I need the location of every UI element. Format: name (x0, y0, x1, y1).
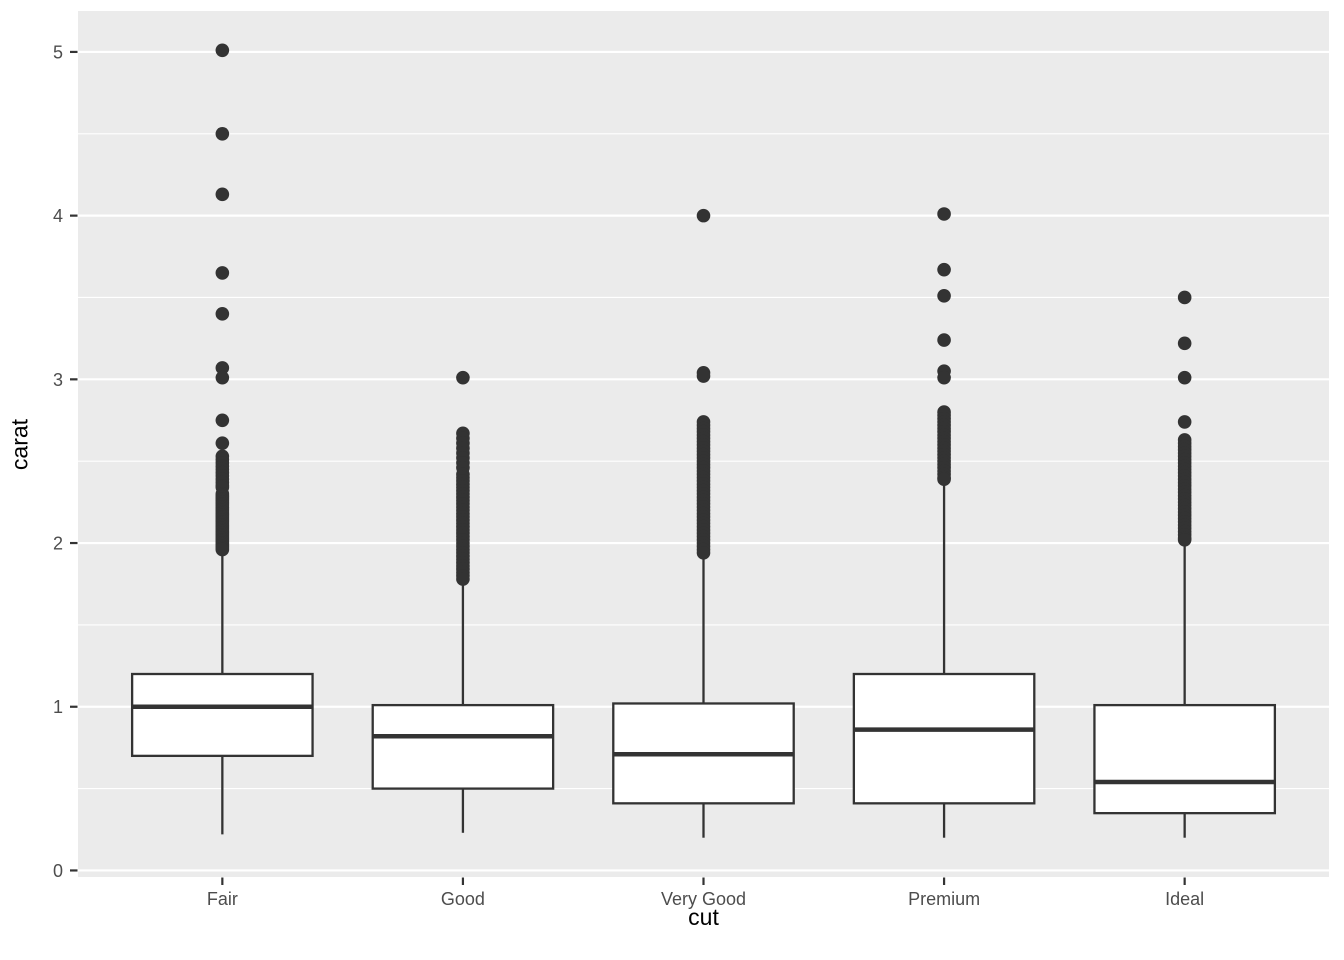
y-tick-label: 5 (53, 42, 63, 62)
outlier-point-ideal (1177, 370, 1192, 385)
outlier-point-premium (937, 262, 951, 277)
outlier-point-fair (215, 187, 230, 202)
box-good (371, 703, 555, 790)
outlier-point-very-good (696, 369, 711, 383)
outlier-point-premium (937, 370, 951, 385)
outlier-point-fair (215, 43, 230, 58)
y-tick-label: 3 (53, 370, 63, 390)
outlier-point-fair (215, 436, 230, 450)
outlier-point-ideal (1177, 532, 1192, 547)
outlier-point-ideal (1177, 415, 1192, 429)
box-ideal (1093, 703, 1277, 815)
outlier-point-fair (215, 413, 230, 428)
x-tick-label-fair: Fair (207, 889, 238, 909)
box-fair (130, 672, 314, 758)
outlier-point-fair (215, 542, 230, 557)
y-tick-label: 4 (53, 206, 63, 226)
box-premium (852, 672, 1036, 805)
x-tick-label-very-good: Very Good (661, 889, 746, 909)
outlier-point-ideal (1177, 290, 1192, 305)
outlier-point-good (456, 370, 470, 385)
y-tick-label: 0 (53, 861, 63, 881)
outlier-point-very-good (696, 546, 711, 560)
y-tick-label: 1 (53, 697, 63, 717)
outlier-point-fair (215, 266, 230, 280)
outlier-point-fair (215, 307, 230, 321)
outlier-point-premium (937, 289, 951, 303)
outlier-point-premium (937, 333, 951, 347)
y-axis-title: carat (6, 418, 33, 471)
outlier-point-fair (215, 370, 230, 385)
outlier-point-very-good (696, 208, 711, 223)
x-tick-label-good: Good (441, 889, 485, 909)
outlier-point-fair (215, 361, 230, 375)
outlier-point-fair (215, 126, 230, 141)
y-tick-label: 2 (53, 534, 63, 554)
outlier-point-good (456, 572, 470, 586)
x-tick-label-premium: Premium (908, 889, 980, 909)
x-tick-label-ideal: Ideal (1165, 889, 1204, 909)
outlier-point-premium (937, 472, 951, 486)
outlier-point-premium (937, 207, 951, 221)
x-axis-title: cut (688, 904, 719, 930)
outlier-point-ideal (1177, 336, 1192, 351)
